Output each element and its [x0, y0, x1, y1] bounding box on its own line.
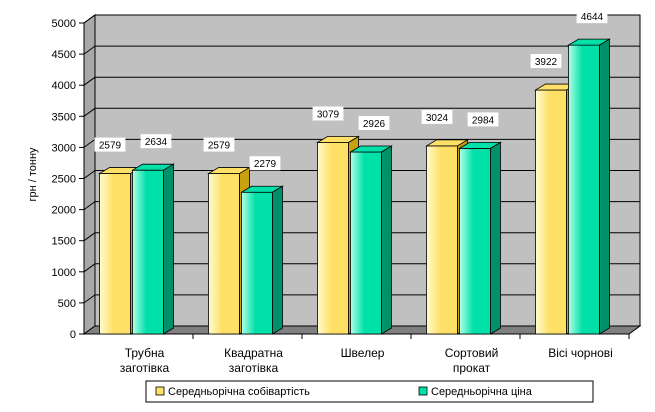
bar-front — [426, 145, 458, 335]
bar-side — [163, 163, 174, 335]
data-label-bg — [530, 54, 562, 69]
data-label-text: 3024 — [426, 113, 449, 124]
data-label-bg — [421, 109, 453, 124]
data-label-text: 2579 — [208, 141, 231, 152]
bar — [349, 145, 393, 335]
data-label-bg — [467, 112, 499, 127]
category-label: заготівка — [229, 361, 279, 375]
data-label-bg — [203, 137, 235, 152]
data-label: 3922 — [530, 54, 562, 69]
bar-front — [350, 151, 382, 335]
y-tick-label: 1000 — [52, 267, 76, 279]
data-label-bg — [312, 106, 344, 121]
gridline-side — [83, 294, 96, 304]
category-label: Сортовий — [445, 346, 499, 360]
data-label-text: 2279 — [254, 159, 277, 170]
legend-box — [145, 380, 594, 403]
bar-side — [381, 145, 392, 335]
data-label: 3079 — [312, 106, 344, 121]
y-tick-label: 3500 — [52, 111, 76, 123]
y-tick-label: 1500 — [52, 236, 76, 248]
y-tick-label: 2000 — [52, 205, 76, 217]
category-label: заготівка — [120, 361, 170, 375]
data-label: 2926 — [358, 116, 390, 131]
y-axis-label: грн / тонну — [27, 147, 39, 202]
gridline-side — [83, 201, 96, 211]
legend-swatch — [155, 386, 165, 396]
bar — [131, 163, 175, 335]
data-label-text: 4644 — [581, 12, 604, 23]
bar-front — [459, 147, 491, 335]
data-label-text: 2634 — [145, 137, 168, 148]
y-tick-label: 5000 — [52, 18, 76, 30]
data-label-bg — [576, 9, 608, 24]
y-tick-label: 0 — [70, 329, 76, 341]
legend-label: Середньорічна собівартість — [168, 386, 310, 398]
bar-side — [272, 185, 283, 335]
bar-side — [490, 141, 501, 335]
category-label: Квадратна — [224, 346, 283, 360]
data-label: 2279 — [249, 156, 281, 171]
data-label-bg — [249, 156, 281, 171]
legend: Середньорічна собівартість Середньорічна … — [145, 380, 594, 403]
gridline-side — [83, 76, 96, 86]
data-label-text: 2579 — [99, 141, 122, 152]
gridline-side — [83, 232, 96, 242]
legend-label: Середньорічна ціна — [431, 386, 533, 398]
y-tick-label: 500 — [58, 298, 76, 310]
gridline-side — [83, 263, 96, 273]
data-label-bg — [358, 116, 390, 131]
bar — [567, 38, 611, 335]
bar-front — [568, 44, 600, 335]
y-tick-label: 4000 — [52, 80, 76, 92]
gridline-side — [83, 45, 96, 55]
data-label-text: 3079 — [317, 109, 340, 120]
gridline-side — [83, 107, 96, 117]
data-label-text: 2984 — [472, 115, 495, 126]
bar — [240, 185, 284, 335]
bar-front — [317, 142, 349, 335]
category-label: прокат — [453, 361, 491, 375]
category-label: Швелер — [341, 346, 385, 360]
gridline-side — [83, 14, 96, 24]
category-label: Вісі чорнові — [548, 346, 613, 360]
data-label: 4644 — [576, 9, 608, 24]
y-tick-label: 4500 — [52, 49, 76, 61]
data-label-bg — [140, 134, 172, 149]
bar-front — [535, 89, 567, 335]
data-label: 2984 — [467, 112, 499, 127]
y-axis-ticks: 0 500 1000 1500 2000 2500 3000 3500 4000 4500 5000 — [52, 18, 85, 341]
data-label-text: 3922 — [535, 57, 558, 68]
bar-front — [99, 173, 131, 335]
bar-front — [241, 191, 273, 335]
bar-side — [599, 38, 610, 335]
y-tick-label: 2500 — [52, 174, 76, 186]
bars — [98, 38, 611, 335]
legend-swatch — [418, 386, 428, 396]
data-label: 2579 — [203, 137, 235, 152]
gridline-side — [83, 138, 96, 148]
data-label-text: 2926 — [363, 119, 386, 130]
data-label-bg — [94, 137, 126, 152]
category-label: Трубна — [125, 346, 165, 360]
bar-front — [132, 169, 164, 335]
y-tick-label: 3000 — [52, 142, 76, 154]
data-label: 2634 — [140, 134, 172, 149]
bar-front — [208, 173, 240, 335]
data-label: 2579 — [94, 137, 126, 152]
gridline-side — [83, 170, 96, 179]
data-label: 3024 — [421, 109, 453, 124]
bar — [458, 141, 502, 335]
data-labels: 2579 2634 2579 2279 3079 2926 3024 2984 3922 4644 — [94, 9, 608, 171]
